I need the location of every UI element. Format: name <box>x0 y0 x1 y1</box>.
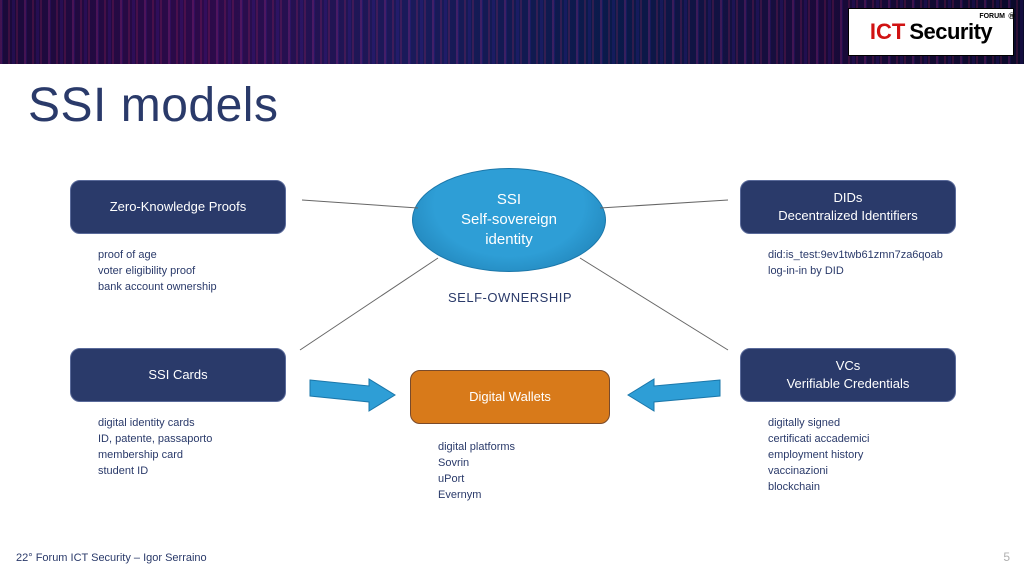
sub-line: membership card <box>98 448 212 464</box>
page-number: 5 <box>1003 550 1010 564</box>
box-dids-line2: Decentralized Identifiers <box>778 207 917 225</box>
sub-ssi-cards: digital identity cardsID, patente, passa… <box>98 416 212 480</box>
sub-line: Evernym <box>438 488 515 504</box>
page-title: SSI models <box>28 78 278 133</box>
sub-digital-wallets: digital platformsSovrinuPortEvernym <box>438 440 515 504</box>
sub-vcs: digitally signedcertificati accademiciem… <box>768 416 869 496</box>
box-wallets-label: Digital Wallets <box>469 388 551 406</box>
box-vcs-line2: Verifiable Credentials <box>787 375 910 393</box>
sub-line: voter eligibility proof <box>98 264 217 280</box>
sub-line: proof of age <box>98 248 217 264</box>
sub-line: vaccinazioni <box>768 464 869 480</box>
sub-line: digitally signed <box>768 416 869 432</box>
sub-line: bank account ownership <box>98 280 217 296</box>
box-dids-line1: DIDs <box>778 189 917 207</box>
logo-forum-text: FORUM <box>979 13 1005 20</box>
box-zero-knowledge-proofs: Zero-Knowledge Proofs <box>70 180 286 234</box>
logo-badge: ICT Security FORUM ® <box>848 8 1014 56</box>
sub-line: student ID <box>98 464 212 480</box>
sub-zero-knowledge-proofs: proof of agevoter eligibility proofbank … <box>98 248 217 296</box>
logo-security-text: Security <box>909 19 992 45</box>
sub-line: certificati accademici <box>768 432 869 448</box>
sub-line: did:is_test:9ev1twb61zmn7za6qoab <box>768 248 943 264</box>
ellipse-line1: SSI <box>461 190 557 210</box>
sub-line: blockchain <box>768 480 869 496</box>
logo-ict-text: ICT <box>870 19 905 45</box>
sub-line: uPort <box>438 472 515 488</box>
sub-line: digital identity cards <box>98 416 212 432</box>
sub-line: ID, patente, passaporto <box>98 432 212 448</box>
box-zkp-label: Zero-Knowledge Proofs <box>110 198 247 216</box>
center-ellipse-ssi: SSI Self-sovereign identity <box>412 168 606 272</box>
box-dids: DIDs Decentralized Identifiers <box>740 180 956 234</box>
self-ownership-label: SELF-OWNERSHIP <box>448 290 572 305</box>
box-ssi-label: SSI Cards <box>148 366 207 384</box>
box-digital-wallets: Digital Wallets <box>410 370 610 424</box>
ellipse-line2: Self-sovereign <box>461 210 557 230</box>
ellipse-line3: identity <box>461 230 557 250</box>
box-vcs: VCs Verifiable Credentials <box>740 348 956 402</box>
sub-line: digital platforms <box>438 440 515 456</box>
top-banner: ICT Security FORUM ® <box>0 0 1024 64</box>
box-ssi-cards: SSI Cards <box>70 348 286 402</box>
sub-dids: did:is_test:9ev1twb61zmn7za6qoablog-in-i… <box>768 248 943 280</box>
sub-line: log-in-in by DID <box>768 264 943 280</box>
sub-line: Sovrin <box>438 456 515 472</box>
sub-line: employment history <box>768 448 869 464</box>
box-vcs-line1: VCs <box>787 357 910 375</box>
logo-registered-icon: ® <box>1008 11 1015 21</box>
footer-text: 22° Forum ICT Security – Igor Serraino <box>16 552 207 564</box>
